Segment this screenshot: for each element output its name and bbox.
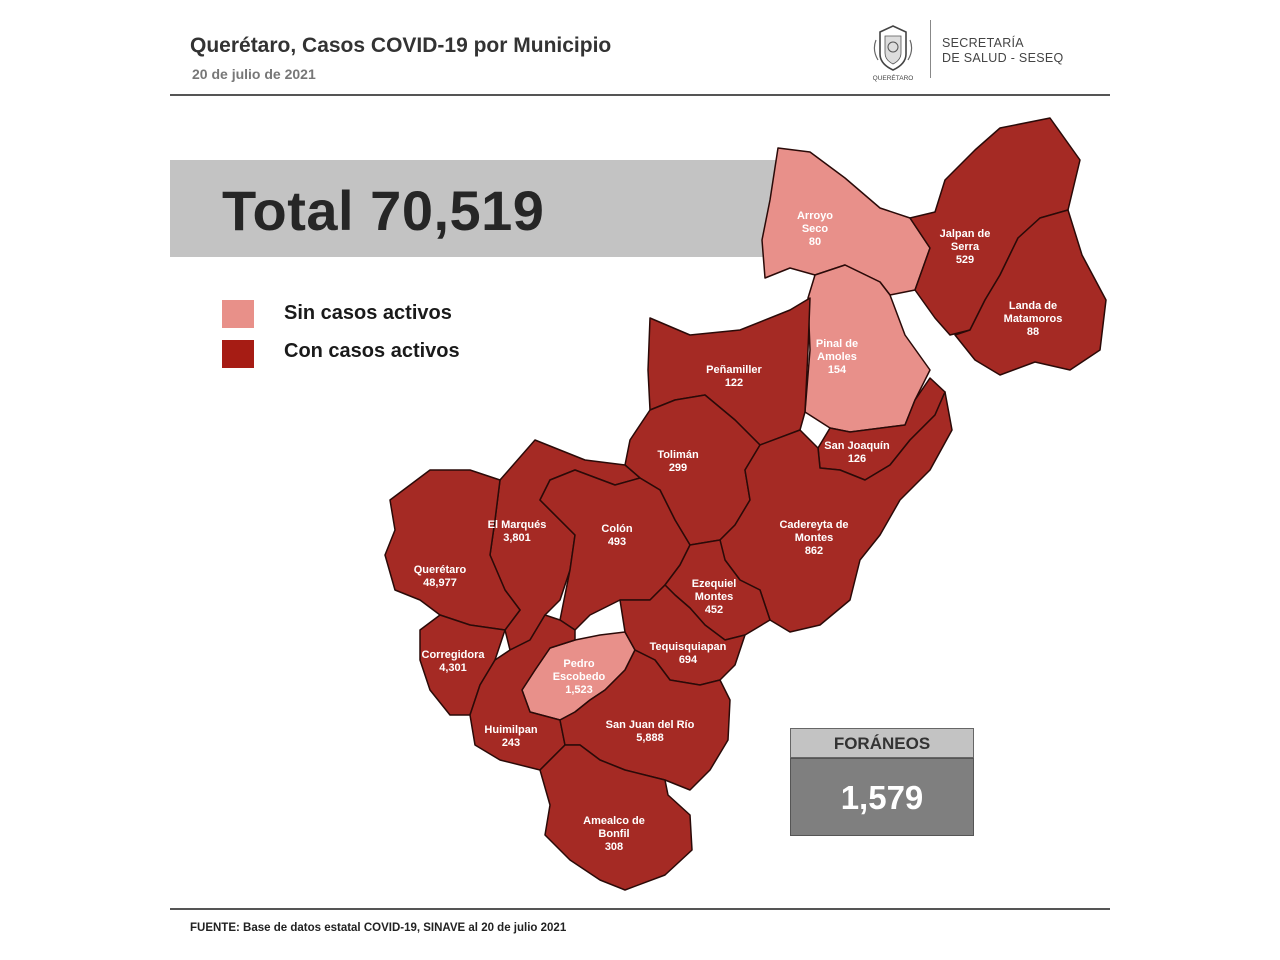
municipality-name: Montes bbox=[695, 591, 734, 603]
case-count: 80 bbox=[809, 236, 821, 248]
legend-label-active: Con casos activos bbox=[284, 340, 460, 362]
label-huimilpan: Huimilpan 243 bbox=[484, 724, 537, 749]
municipality-name: Pinal de bbox=[816, 338, 858, 350]
label-amealco: Amealco de Bonfil 308 bbox=[583, 815, 645, 853]
label-tequisquiapan: Tequisquiapan 694 bbox=[650, 641, 727, 666]
region-huimilpan[interactable] bbox=[469, 614, 576, 771]
state-logo: QUERÉTARO bbox=[873, 25, 914, 82]
logo-divider bbox=[930, 20, 931, 78]
foraneos-value: 1,579 bbox=[790, 758, 974, 836]
label-cadereyta: Cadereyta de Montes 862 bbox=[779, 519, 848, 557]
municipality-name: Ezequiel bbox=[692, 578, 737, 590]
municipality-name: Pedro bbox=[563, 658, 594, 670]
total-cases: Total 70,519 bbox=[222, 179, 545, 242]
municipality-name: Huimilpan bbox=[484, 724, 537, 736]
label-jalpan: Jalpan de Serra 529 bbox=[940, 228, 991, 266]
municipality-name: Seco bbox=[802, 223, 829, 235]
total-banner bbox=[170, 160, 810, 257]
agency-line-1: SECRETARÍA bbox=[942, 36, 1024, 50]
legend-label-no-active: Sin casos activos bbox=[284, 302, 452, 324]
municipality-name: San Joaquín bbox=[824, 440, 890, 452]
case-count: 243 bbox=[502, 737, 520, 749]
label-queretaro: Querétaro 48,977 bbox=[414, 564, 467, 589]
municipality-name: Escobedo bbox=[553, 671, 606, 683]
municipality-name: Corregidora bbox=[422, 649, 486, 661]
case-count: 4,301 bbox=[439, 662, 467, 674]
municipality-name: Peñamiller bbox=[706, 364, 762, 376]
agency-line-2: DE SALUD - SESEQ bbox=[942, 51, 1064, 65]
label-el-marques: El Marqués 3,801 bbox=[488, 519, 547, 544]
legend-swatch-active bbox=[222, 340, 254, 368]
foraneos-label: FORÁNEOS bbox=[790, 728, 974, 758]
municipality-name: Querétaro bbox=[414, 564, 467, 576]
case-count: 126 bbox=[848, 453, 866, 465]
case-count: 862 bbox=[805, 545, 823, 557]
case-count: 308 bbox=[605, 841, 623, 853]
municipality-name: Matamoros bbox=[1004, 313, 1063, 325]
case-count: 3,801 bbox=[503, 532, 531, 544]
source-note: FUENTE: Base de datos estatal COVID-19, … bbox=[190, 922, 567, 934]
label-san-joaquin: San Joaquín 126 bbox=[824, 440, 890, 465]
label-corregidora: Corregidora 4,301 bbox=[422, 649, 486, 674]
label-pinal: Pinal de Amoles 154 bbox=[816, 338, 858, 376]
legend-swatch-no-active bbox=[222, 300, 254, 328]
label-ezequiel: Ezequiel Montes 452 bbox=[692, 578, 737, 616]
municipality-name: Arroyo bbox=[797, 210, 833, 222]
municipality-name: Cadereyta de bbox=[779, 519, 848, 531]
top-rule bbox=[170, 94, 1110, 96]
label-landa: Landa de Matamoros 88 bbox=[1004, 300, 1063, 338]
municipality-name: Tequisquiapan bbox=[650, 641, 727, 653]
municipality-name: San Juan del Río bbox=[606, 719, 695, 731]
label-colon: Colón 493 bbox=[601, 523, 632, 548]
case-count: 452 bbox=[705, 604, 723, 616]
case-count: 493 bbox=[608, 536, 626, 548]
page-title: Querétaro, Casos COVID-19 por Municipio bbox=[190, 34, 612, 57]
municipality-name: Montes bbox=[795, 532, 834, 544]
municipality-name: Colón bbox=[601, 523, 632, 535]
municipality-name: Landa de bbox=[1009, 300, 1057, 312]
case-count: 154 bbox=[828, 364, 847, 376]
municipality-name: Amoles bbox=[817, 351, 857, 363]
municipality-name: El Marqués bbox=[488, 519, 547, 531]
municipality-name: Tolimán bbox=[657, 449, 699, 461]
label-pedro-escobedo: Pedro Escobedo 1,523 bbox=[553, 658, 606, 696]
label-toliman: Tolimán 299 bbox=[657, 449, 699, 474]
case-count: 122 bbox=[725, 377, 743, 389]
label-san-juan: San Juan del Río 5,888 bbox=[606, 719, 695, 744]
case-count: 1,523 bbox=[565, 684, 593, 696]
municipality-name: Serra bbox=[951, 241, 980, 253]
agency-name: SECRETARÍA DE SALUD - SESEQ bbox=[942, 36, 1064, 66]
region-queretaro[interactable] bbox=[384, 469, 521, 631]
case-count: 529 bbox=[956, 254, 974, 266]
case-count: 694 bbox=[679, 654, 698, 666]
municipality-name: Bonfil bbox=[598, 828, 629, 840]
municipality-name: Jalpan de bbox=[940, 228, 991, 240]
report-date: 20 de julio de 2021 bbox=[192, 66, 316, 82]
region-landa[interactable] bbox=[954, 209, 1107, 376]
case-count: 5,888 bbox=[636, 732, 664, 744]
case-count: 88 bbox=[1027, 326, 1039, 338]
case-count: 48,977 bbox=[423, 577, 457, 589]
label-arroyo-seco: Arroyo Seco 80 bbox=[797, 210, 833, 248]
svg-text:QUERÉTARO: QUERÉTARO bbox=[873, 73, 914, 82]
label-penamiller: Peñamiller 122 bbox=[706, 364, 762, 389]
bottom-rule bbox=[170, 908, 1110, 910]
region-jalpan[interactable] bbox=[909, 117, 1081, 336]
municipality-name: Amealco de bbox=[583, 815, 645, 827]
region-amealco[interactable] bbox=[539, 744, 693, 891]
case-count: 299 bbox=[669, 462, 687, 474]
